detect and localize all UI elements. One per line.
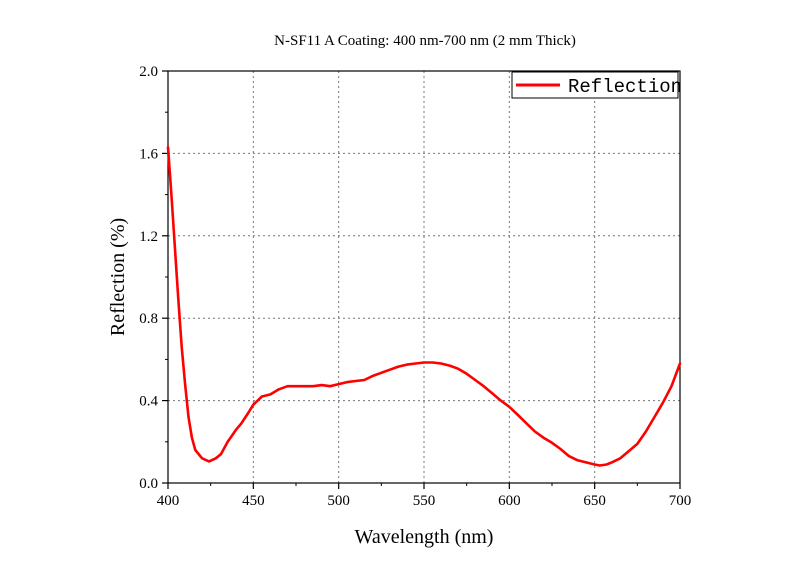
y-tick-label: 0.4	[139, 394, 158, 410]
x-tick-label: 600	[498, 493, 521, 509]
legend: Reflection	[511, 71, 682, 99]
y-tick-label: 1.6	[139, 146, 158, 162]
y-tick-label: 0.0	[139, 476, 158, 492]
series-line-reflection	[166, 145, 682, 467]
y-axis-label: Reflection (%)	[107, 218, 129, 336]
series-layer	[166, 145, 682, 467]
plot-frame	[167, 70, 681, 484]
y-tick-label: 2.0	[139, 64, 158, 80]
axis-ticks: 400 450 500 550 600 650 700 0.0 0.4 0.8 1.2 1.6 2.0	[139, 64, 691, 509]
chart-title: N-SF11 A Coating: 400 nm-700 nm (2 mm Th…	[274, 33, 576, 49]
grid-lines	[168, 71, 680, 483]
x-axis-label: Wavelength (nm)	[355, 526, 494, 548]
x-tick-label: 500	[327, 493, 350, 509]
x-tick-label: 700	[669, 493, 692, 509]
x-tick-label: 450	[242, 493, 265, 509]
x-tick-label: 550	[413, 493, 436, 509]
x-tick-label: 650	[583, 493, 606, 509]
legend-label-reflection: Reflection	[568, 76, 682, 98]
x-tick-label: 400	[157, 493, 180, 509]
y-tick-label: 1.2	[139, 229, 158, 245]
y-tick-label: 0.8	[139, 311, 158, 327]
